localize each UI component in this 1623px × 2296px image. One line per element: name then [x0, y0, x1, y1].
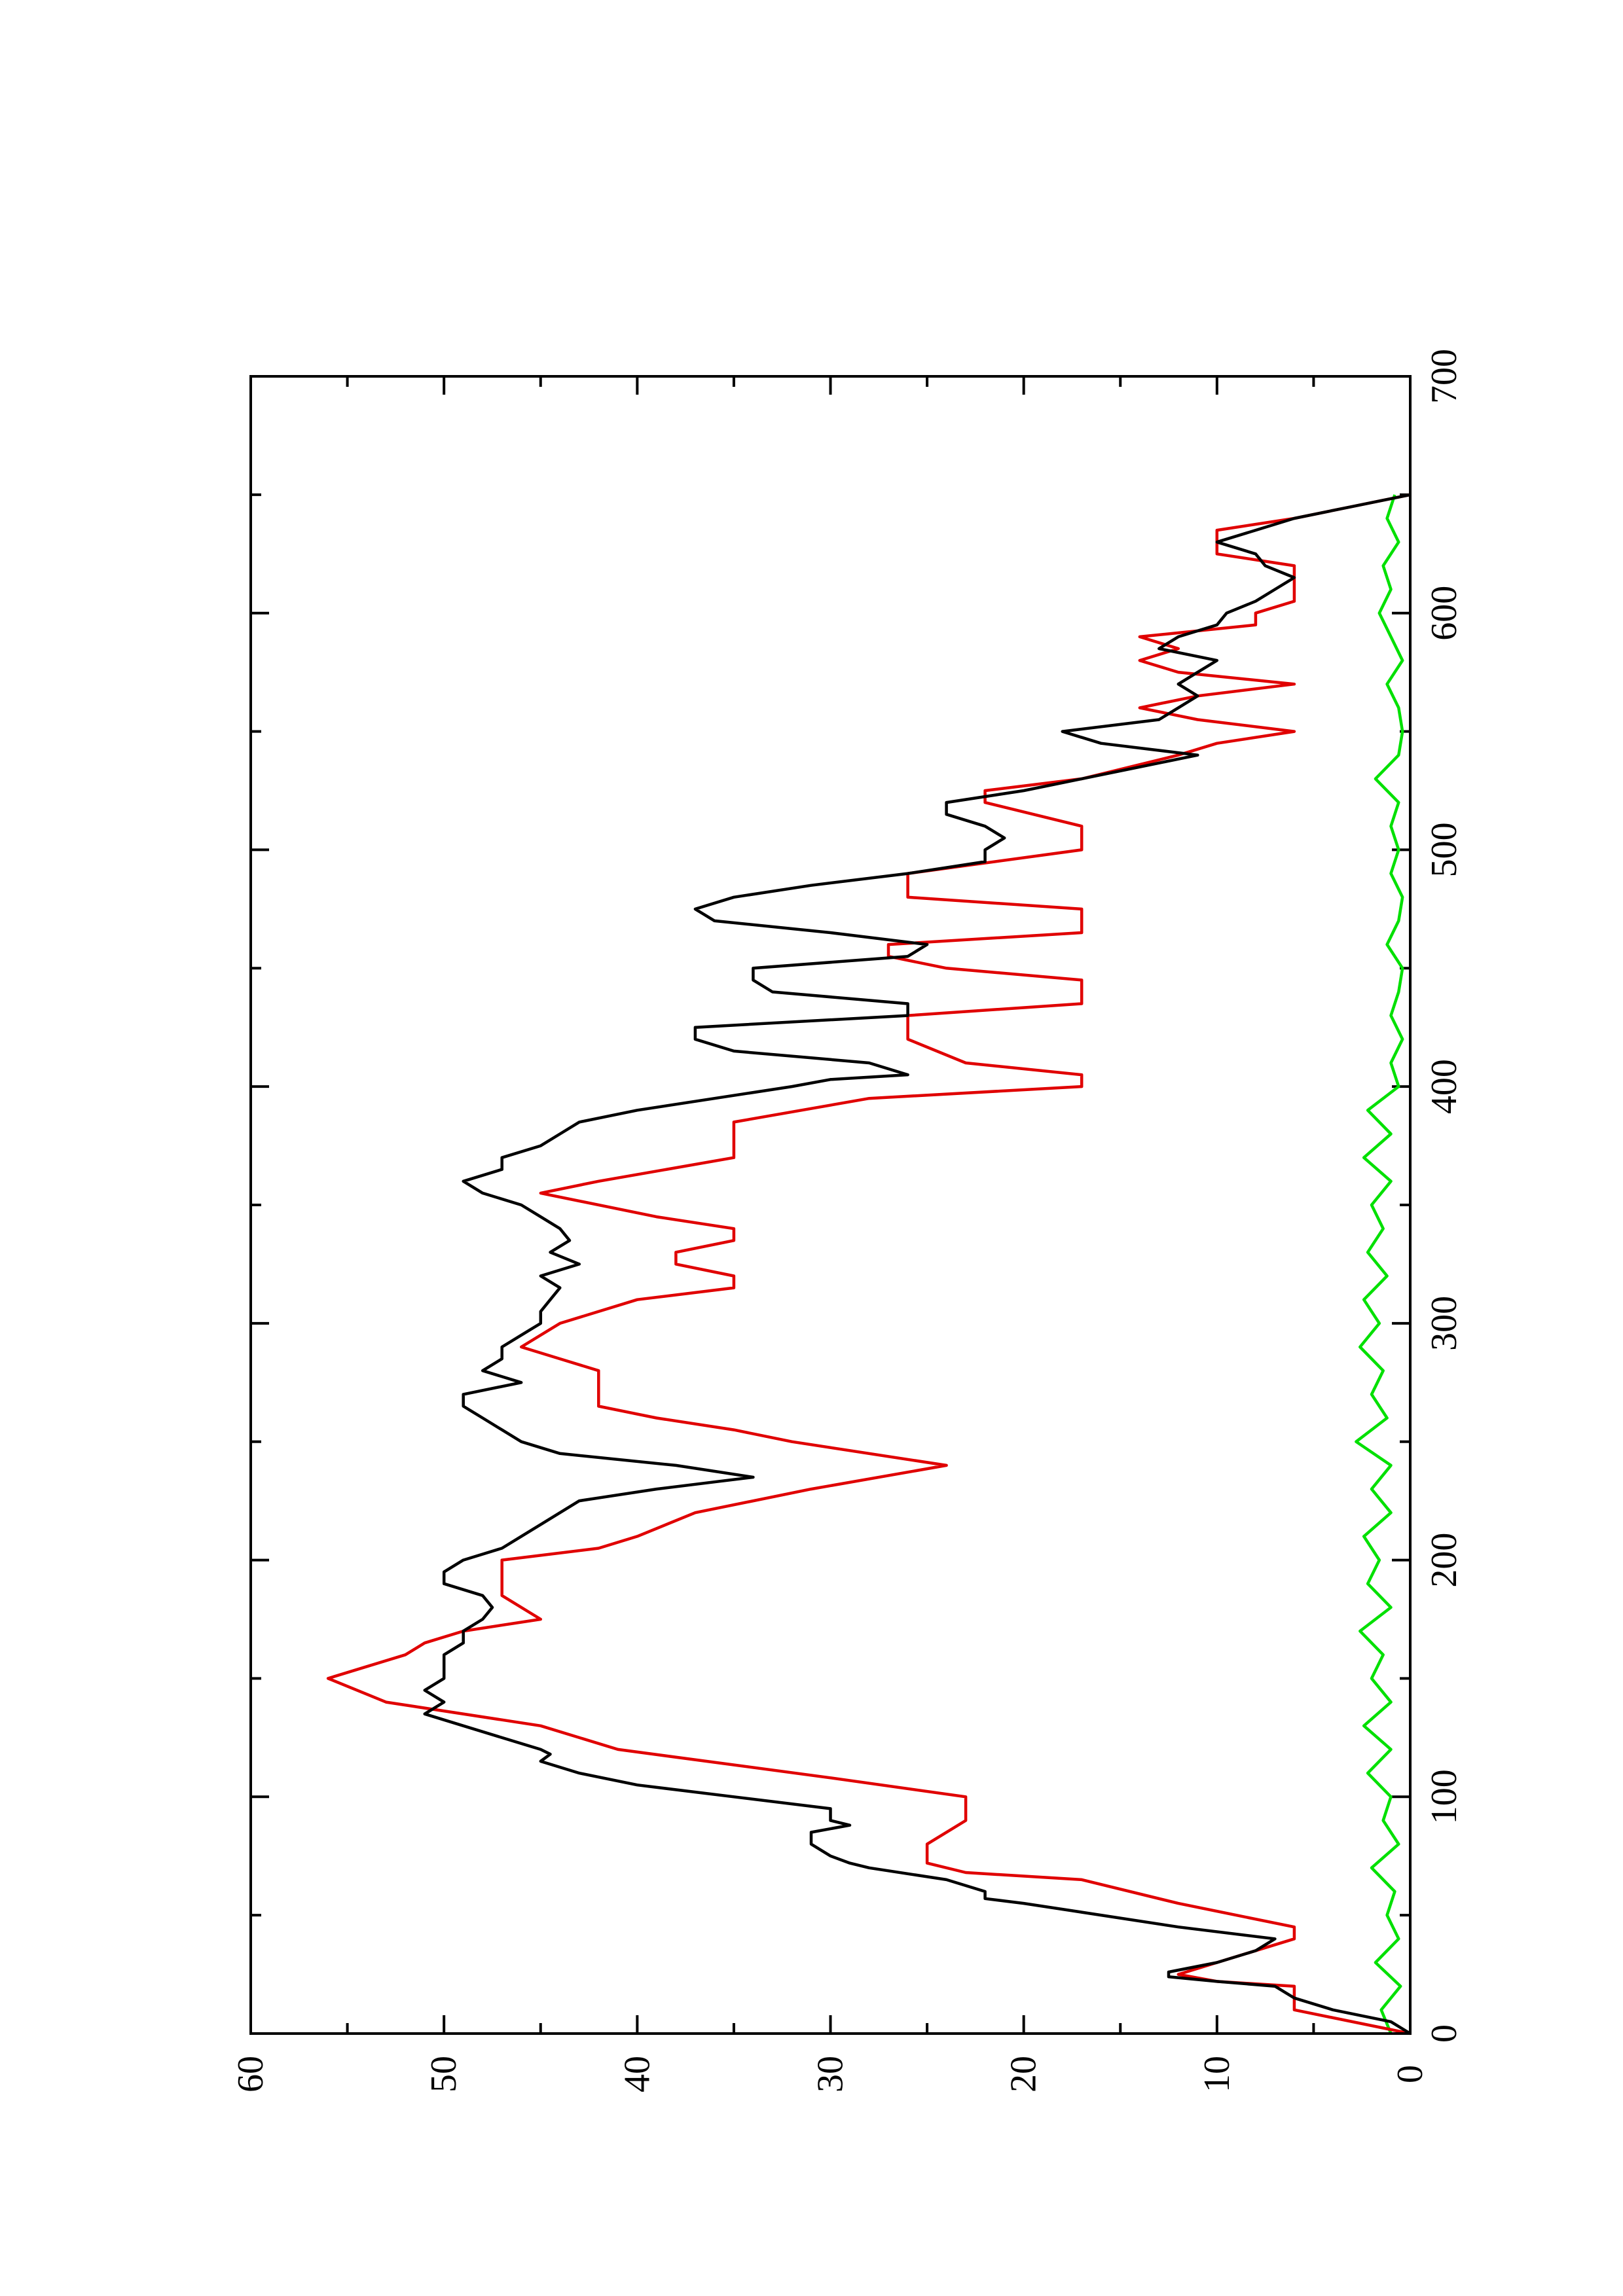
- x-tick-label: 700: [1424, 349, 1465, 404]
- y-tick-label: 60: [230, 2056, 271, 2092]
- y-tick-label: 0: [1390, 2065, 1431, 2083]
- y-tick-label: 20: [1004, 2056, 1044, 2092]
- y-tick-label: 30: [811, 2056, 851, 2092]
- x-tick-label: 300: [1424, 1296, 1465, 1351]
- series-line-green: [1355, 494, 1404, 2034]
- x-tick-label: 0: [1424, 2024, 1465, 2043]
- series-layer: [326, 493, 1412, 2036]
- series-line-black: [423, 493, 1412, 2035]
- y-tick-label: 50: [424, 2056, 464, 2092]
- x-tick-label: 100: [1424, 1769, 1465, 1824]
- x-tick-label: 200: [1424, 1533, 1465, 1588]
- plot-frame: [249, 375, 1412, 2035]
- series-line-red: [326, 493, 1411, 2036]
- x-tick-label: 400: [1424, 1059, 1465, 1114]
- y-tick-label: 40: [617, 2056, 657, 2092]
- y-tick-label: 10: [1197, 2056, 1237, 2092]
- tick-label-layer: 0 100 200 300 400 500 600 700 0 10 20 30 40 50 60: [230, 349, 1465, 2092]
- x-tick-label: 500: [1424, 822, 1465, 877]
- x-tick-label: 600: [1424, 586, 1465, 641]
- tick-layer: [249, 375, 1412, 2035]
